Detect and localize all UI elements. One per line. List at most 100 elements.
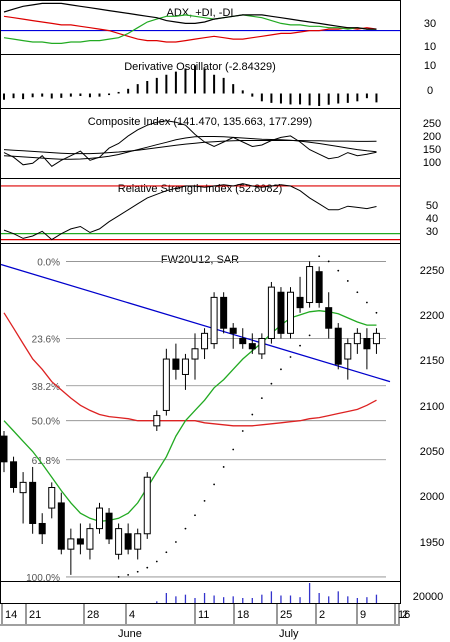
fib-label: 23.6% (32, 334, 60, 345)
x-day-label: 16 (398, 609, 410, 621)
composite-ma-slow-line (3, 140, 377, 155)
deriv-bar (289, 93, 292, 105)
x-day-label: 18 (237, 609, 249, 621)
deriv-bar (155, 77, 158, 94)
deriv-bar (260, 93, 263, 102)
sar-dot (146, 566, 149, 569)
deriv-tick-10: 10 (424, 60, 436, 72)
sar-dot (318, 255, 321, 258)
price-tick-2250: 2250 (420, 265, 444, 277)
sar-dot (299, 344, 301, 347)
deriv-bar (165, 74, 168, 94)
trendline (0, 263, 391, 383)
composite-tick-250: 250 (423, 118, 441, 130)
deriv-bar (308, 93, 311, 106)
deriv-bar (318, 93, 321, 106)
fib-label: 61.8% (32, 456, 60, 467)
sar-dot (260, 397, 263, 399)
composite-tick-100: 100 (423, 157, 441, 169)
adx-tick-10: 10 (424, 41, 436, 53)
sar-dot (366, 301, 368, 304)
deriv-title: Derivative Oscillator (-2.84329) (124, 61, 276, 73)
price-tick-2150: 2150 (420, 355, 444, 367)
x-day-label: 21 (29, 609, 41, 621)
candle-body (248, 343, 256, 350)
sar-dot (270, 382, 273, 385)
composite-tick-200: 200 (423, 131, 441, 143)
sar-dot (289, 356, 292, 358)
candle-body (325, 307, 333, 329)
price-tick-2050: 2050 (420, 446, 444, 458)
deriv-bar (88, 93, 91, 98)
composite-tick-150: 150 (423, 144, 441, 156)
candle-body (48, 487, 56, 509)
deriv-bar (22, 93, 25, 100)
sar-dot (337, 269, 340, 272)
composite-title: Composite Index (141.470, 135.663, 177.2… (88, 116, 312, 128)
deriv-bar (356, 93, 359, 102)
deriv-bar (108, 93, 111, 96)
deriv-bar (346, 93, 349, 103)
minus-di-series-line (3, 15, 377, 43)
deriv-bar (184, 68, 187, 94)
deriv-bar (337, 93, 340, 104)
deriv-tick-0: 0 (427, 85, 433, 97)
deriv-bar (194, 65, 196, 94)
candle-body (143, 476, 151, 535)
sar-dot (155, 560, 158, 563)
candle-body (372, 332, 380, 345)
x-day-label: 14 (5, 609, 17, 621)
x-day-label: 11 (198, 609, 209, 621)
deriv-bar (270, 93, 273, 103)
sar-dot (203, 499, 206, 502)
candle-body (134, 533, 142, 550)
candle-body (344, 343, 352, 360)
ma-red-line (3, 312, 377, 427)
composite-index-line (3, 120, 377, 167)
x-day-label: 28 (87, 609, 99, 621)
sar-dot (375, 311, 378, 314)
x-day-label: 2 (319, 609, 325, 621)
sar-dot (136, 570, 139, 573)
sar-dot (308, 334, 311, 337)
deriv-bar (375, 93, 378, 103)
x-day-label: 9 (360, 609, 366, 621)
candle-body (191, 348, 199, 360)
price-tick-2100: 2100 (420, 401, 444, 413)
x-day-label: 2 (402, 609, 408, 621)
fib-label: 38.2% (32, 382, 60, 393)
deriv-bar (41, 93, 44, 97)
deriv-bar (213, 74, 216, 94)
panel-frames (0, 0, 401, 604)
sar-dot (117, 576, 120, 578)
adx-tick-30: 30 (424, 18, 436, 30)
sar-dot (280, 368, 282, 371)
sar-dot (356, 291, 359, 294)
sar-dot (232, 448, 235, 451)
deriv-bar (365, 93, 368, 99)
sar-dot (213, 483, 216, 486)
candle-body (124, 533, 132, 550)
sar-dot (184, 527, 187, 530)
rsi-line (3, 183, 377, 241)
candle-body (38, 522, 46, 535)
deriv-bar (127, 88, 130, 94)
deriv-bar (251, 93, 254, 97)
candle-body (96, 507, 103, 530)
sar-dot (222, 466, 225, 468)
candle-body (334, 327, 342, 365)
candle-body (153, 415, 161, 427)
rsi-tick-50: 50 (426, 200, 438, 212)
composite-ma-fast-line (3, 136, 377, 160)
fib-label: 50.0% (32, 417, 60, 428)
ma-green-line (3, 310, 377, 523)
candle-body (76, 538, 84, 545)
sar-dot (127, 573, 130, 576)
deriv-bar (222, 77, 225, 94)
candle-body (0, 435, 8, 463)
candle-body (29, 481, 37, 524)
rsi-tick-30: 30 (426, 226, 438, 238)
deriv-bar (327, 93, 330, 105)
